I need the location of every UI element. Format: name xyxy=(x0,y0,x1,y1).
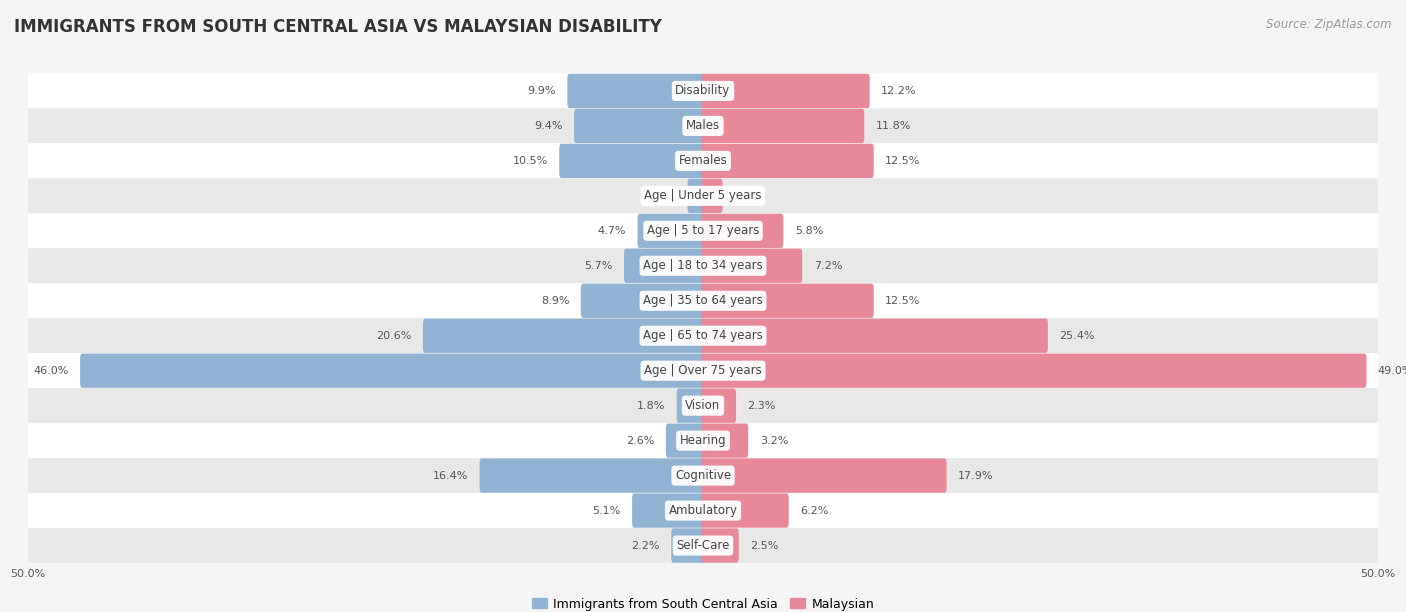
FancyBboxPatch shape xyxy=(479,458,704,493)
Text: Hearing: Hearing xyxy=(679,434,727,447)
Text: 25.4%: 25.4% xyxy=(1059,330,1095,341)
FancyBboxPatch shape xyxy=(702,458,946,493)
FancyBboxPatch shape xyxy=(702,214,783,248)
Text: 5.1%: 5.1% xyxy=(592,506,620,515)
Text: 4.7%: 4.7% xyxy=(598,226,626,236)
Text: 2.5%: 2.5% xyxy=(751,540,779,551)
Text: 7.2%: 7.2% xyxy=(814,261,842,271)
Text: 3.2%: 3.2% xyxy=(759,436,789,446)
FancyBboxPatch shape xyxy=(28,458,1378,493)
FancyBboxPatch shape xyxy=(423,319,704,353)
Text: 8.9%: 8.9% xyxy=(541,296,569,306)
Text: 2.6%: 2.6% xyxy=(626,436,654,446)
FancyBboxPatch shape xyxy=(624,248,704,283)
Text: 12.5%: 12.5% xyxy=(886,296,921,306)
FancyBboxPatch shape xyxy=(702,493,789,528)
Text: 20.6%: 20.6% xyxy=(375,330,412,341)
Text: Age | Over 75 years: Age | Over 75 years xyxy=(644,364,762,377)
FancyBboxPatch shape xyxy=(702,179,723,213)
FancyBboxPatch shape xyxy=(702,144,873,178)
Text: 2.2%: 2.2% xyxy=(631,540,659,551)
FancyBboxPatch shape xyxy=(702,283,873,318)
FancyBboxPatch shape xyxy=(28,283,1378,318)
Text: Age | Under 5 years: Age | Under 5 years xyxy=(644,189,762,203)
FancyBboxPatch shape xyxy=(28,143,1378,178)
FancyBboxPatch shape xyxy=(28,423,1378,458)
Text: 12.2%: 12.2% xyxy=(882,86,917,96)
Text: Self-Care: Self-Care xyxy=(676,539,730,552)
Text: Age | 35 to 64 years: Age | 35 to 64 years xyxy=(643,294,763,307)
Text: 1.3%: 1.3% xyxy=(734,191,762,201)
FancyBboxPatch shape xyxy=(676,389,704,423)
Text: Ambulatory: Ambulatory xyxy=(668,504,738,517)
Text: Vision: Vision xyxy=(685,399,721,412)
FancyBboxPatch shape xyxy=(633,493,704,528)
Text: Disability: Disability xyxy=(675,84,731,97)
FancyBboxPatch shape xyxy=(702,109,865,143)
FancyBboxPatch shape xyxy=(637,214,704,248)
Text: 16.4%: 16.4% xyxy=(433,471,468,480)
Text: 10.5%: 10.5% xyxy=(513,156,548,166)
Text: 5.7%: 5.7% xyxy=(583,261,613,271)
Text: Females: Females xyxy=(679,154,727,167)
Text: 2.3%: 2.3% xyxy=(748,401,776,411)
FancyBboxPatch shape xyxy=(666,424,704,458)
Text: 6.2%: 6.2% xyxy=(800,506,828,515)
Text: Males: Males xyxy=(686,119,720,132)
FancyBboxPatch shape xyxy=(702,74,870,108)
FancyBboxPatch shape xyxy=(702,528,738,562)
FancyBboxPatch shape xyxy=(568,74,704,108)
Text: 9.9%: 9.9% xyxy=(527,86,555,96)
FancyBboxPatch shape xyxy=(28,248,1378,283)
FancyBboxPatch shape xyxy=(581,283,704,318)
FancyBboxPatch shape xyxy=(671,528,704,562)
FancyBboxPatch shape xyxy=(560,144,704,178)
FancyBboxPatch shape xyxy=(28,214,1378,248)
Text: 9.4%: 9.4% xyxy=(534,121,562,131)
FancyBboxPatch shape xyxy=(28,528,1378,563)
Text: 12.5%: 12.5% xyxy=(886,156,921,166)
Text: 5.8%: 5.8% xyxy=(794,226,823,236)
FancyBboxPatch shape xyxy=(702,424,748,458)
FancyBboxPatch shape xyxy=(28,388,1378,423)
FancyBboxPatch shape xyxy=(688,179,704,213)
Text: Age | 5 to 17 years: Age | 5 to 17 years xyxy=(647,225,759,237)
FancyBboxPatch shape xyxy=(28,493,1378,528)
FancyBboxPatch shape xyxy=(28,178,1378,214)
Text: Cognitive: Cognitive xyxy=(675,469,731,482)
Text: 46.0%: 46.0% xyxy=(34,366,69,376)
FancyBboxPatch shape xyxy=(574,109,704,143)
FancyBboxPatch shape xyxy=(702,319,1047,353)
Text: 1.0%: 1.0% xyxy=(648,191,676,201)
Text: IMMIGRANTS FROM SOUTH CENTRAL ASIA VS MALAYSIAN DISABILITY: IMMIGRANTS FROM SOUTH CENTRAL ASIA VS MA… xyxy=(14,18,662,36)
FancyBboxPatch shape xyxy=(702,389,737,423)
FancyBboxPatch shape xyxy=(80,354,704,388)
FancyBboxPatch shape xyxy=(702,248,803,283)
FancyBboxPatch shape xyxy=(28,108,1378,143)
Text: 11.8%: 11.8% xyxy=(876,121,911,131)
Text: 1.8%: 1.8% xyxy=(637,401,665,411)
Text: Source: ZipAtlas.com: Source: ZipAtlas.com xyxy=(1267,18,1392,31)
FancyBboxPatch shape xyxy=(28,73,1378,108)
FancyBboxPatch shape xyxy=(702,354,1367,388)
FancyBboxPatch shape xyxy=(28,353,1378,388)
Legend: Immigrants from South Central Asia, Malaysian: Immigrants from South Central Asia, Mala… xyxy=(527,592,879,612)
Text: Age | 65 to 74 years: Age | 65 to 74 years xyxy=(643,329,763,342)
FancyBboxPatch shape xyxy=(28,318,1378,353)
Text: 49.0%: 49.0% xyxy=(1378,366,1406,376)
Text: Age | 18 to 34 years: Age | 18 to 34 years xyxy=(643,259,763,272)
Text: 17.9%: 17.9% xyxy=(957,471,994,480)
